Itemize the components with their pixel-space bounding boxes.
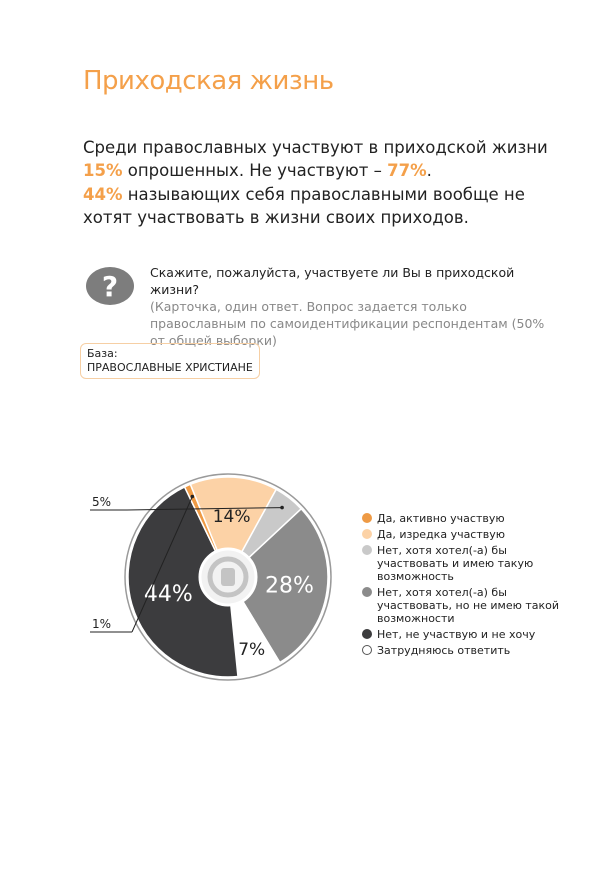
legend-item: Затрудняюсь ответить: [362, 644, 567, 657]
lead-text: Среди православных участвуют в приходско…: [83, 138, 548, 157]
base-value: ПРАВОСЛАВНЫЕ ХРИСТИАНЕ: [87, 361, 253, 374]
slice-label: 44%: [144, 582, 193, 607]
legend-item: Нет, не участвую и не хочу: [362, 628, 567, 641]
lead-paragraph-2: 44% называющих себя православными вообще…: [83, 183, 553, 229]
legend-label: Затрудняюсь ответить: [377, 644, 511, 657]
legend-swatch-icon: [362, 545, 372, 555]
lead-text: называющих себя православными вообще не …: [83, 185, 525, 227]
pie-slice: [227, 507, 329, 664]
highlight-value: 15%: [83, 161, 123, 180]
pie-slice: [189, 476, 278, 579]
survey-question: Скажите, пожалуйста, участвуете ли Вы в …: [150, 264, 550, 349]
highlight-value: 77%: [387, 161, 427, 180]
legend-label: Да, активно участвую: [377, 512, 505, 525]
legend-item: Да, изредка участвую: [362, 528, 567, 541]
lead-paragraph-1: Среди православных участвуют в приходско…: [83, 136, 553, 182]
leader-line: [131, 496, 193, 633]
legend-swatch-icon: [362, 645, 372, 655]
base-label: База:: [87, 347, 118, 360]
leader-dot: [280, 505, 284, 510]
slice-label: 1%: [92, 617, 111, 631]
legend-swatch-icon: [362, 529, 372, 539]
svg-text:?: ?: [102, 270, 118, 303]
question-note: (Карточка, один ответ. Вопрос задается т…: [150, 299, 545, 348]
highlight-value: 44%: [83, 185, 123, 204]
center-logo-ring: [207, 556, 249, 598]
legend-swatch-icon: [362, 513, 372, 523]
lead-text: опрошенных. Не участвуют –: [122, 161, 388, 180]
legend-swatch-icon: [362, 629, 372, 639]
legend-label: Да, изредка участвую: [377, 528, 506, 541]
slice-label: 28%: [265, 574, 314, 599]
center-logo-mark: [221, 568, 235, 586]
legend-label: Нет, хотя хотел(-а) бы участвовать и име…: [377, 544, 534, 583]
slice-label: 7%: [238, 640, 265, 660]
legend-label: Нет, не участвую и не хочу: [377, 628, 536, 641]
legend-label: Нет, хотя хотел(-а) бы участвовать, но н…: [377, 586, 560, 625]
page-title: Приходская жизнь: [83, 66, 334, 96]
legend-swatch-icon: [362, 587, 372, 597]
chart-legend: Да, активно участвую Да, изредка участвую…: [362, 512, 567, 660]
lead-text: .: [426, 161, 432, 180]
legend-item: Нет, хотя хотел(-а) бы участвовать, но н…: [362, 586, 567, 625]
leader-line: [123, 507, 283, 511]
question-text: Скажите, пожалуйста, участвуете ли Вы в …: [150, 265, 515, 297]
pie-slice: [127, 485, 239, 678]
question-icon: ?: [86, 267, 134, 305]
legend-item: Нет, хотя хотел(-а) бы участвовать и име…: [362, 544, 567, 583]
leader-dot: [190, 494, 195, 499]
slice-label: 5%: [92, 495, 111, 509]
slice-label: 14%: [213, 507, 251, 527]
legend-item: Да, активно участвую: [362, 512, 567, 525]
base-box: База: ПРАВОСЛАВНЫЕ ХРИСТИАНЕ: [80, 343, 260, 379]
